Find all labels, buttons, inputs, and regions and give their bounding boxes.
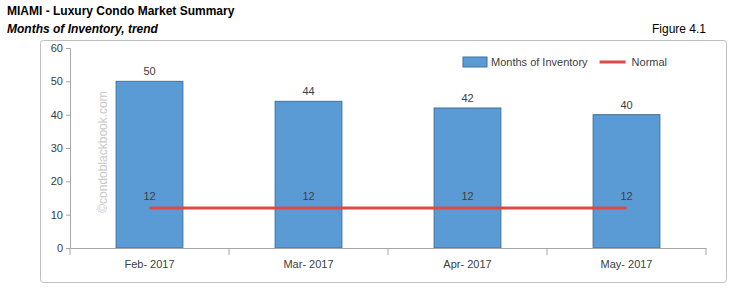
bar	[275, 101, 342, 248]
y-tick: 40	[51, 109, 70, 121]
x-tick-label: Feb- 2017	[124, 258, 174, 270]
y-tick-mark	[66, 81, 70, 82]
bar	[116, 81, 183, 248]
x-tick: Feb- 2017	[124, 258, 174, 270]
chart-frame	[41, 41, 727, 283]
y-tick-label: 20	[51, 175, 63, 187]
line-label: 12	[143, 190, 155, 202]
legend-item: Normal	[600, 56, 667, 68]
bar-label: 44	[302, 85, 314, 97]
y-tick-mark	[66, 115, 70, 116]
chart: MIAMI - Luxury Condo Market Summary Month…	[0, 0, 738, 288]
data-labels: 50 44 42 40 12 12 12 12	[143, 65, 632, 202]
x-tick: May- 2017	[601, 258, 653, 270]
y-tick-mark	[66, 181, 70, 182]
x-tick-label: May- 2017	[601, 258, 653, 270]
y-axis-line	[66, 49, 71, 249]
y-tick-mark	[66, 248, 70, 249]
bar-label: 42	[461, 92, 473, 104]
plot-marks	[116, 81, 660, 248]
y-tick-mark	[66, 148, 70, 149]
y-tick-mark	[66, 48, 70, 49]
category-separator	[706, 248, 707, 255]
x-tick-label: Apr- 2017	[443, 258, 491, 270]
y-tick-label: 40	[51, 109, 63, 121]
legend-item: Months of Inventory	[463, 56, 588, 68]
x-tick: Apr- 2017	[443, 258, 491, 270]
line	[150, 207, 627, 210]
legend-label: Normal	[632, 56, 667, 68]
x-tick: Mar- 2017	[283, 258, 333, 270]
legend-swatch	[463, 57, 487, 67]
legend-label: Months of Inventory	[491, 56, 588, 68]
y-axis: 0 10 20 30 40 50 60	[51, 42, 71, 254]
y-tick: 30	[51, 142, 70, 154]
y-tick-label: 30	[51, 142, 63, 154]
y-tick-label: 50	[51, 75, 63, 87]
watermark: ©condoblackbook.com	[96, 91, 110, 213]
x-tick-label: Mar- 2017	[283, 258, 333, 270]
bar	[593, 115, 660, 248]
title: MIAMI - Luxury Condo Market Summary	[7, 4, 235, 18]
y-tick-label: 10	[51, 209, 63, 221]
x-axis: Feb- 2017 Mar- 2017 Apr- 2017 May- 2017	[70, 248, 707, 270]
bar	[434, 108, 501, 248]
y-tick-label: 60	[51, 42, 63, 54]
y-tick: 10	[51, 209, 70, 221]
figure-label: Figure 4.1	[652, 22, 706, 36]
category-separator	[70, 248, 71, 255]
bar-label: 40	[620, 99, 632, 111]
y-tick: 0	[57, 242, 70, 254]
line-label: 12	[302, 190, 314, 202]
category-separator	[547, 248, 548, 255]
y-tick: 50	[51, 75, 70, 87]
legend-swatch	[600, 61, 626, 64]
legend: Months of Inventory Normal	[463, 56, 667, 68]
category-separator	[388, 248, 389, 255]
y-tick-mark	[66, 215, 70, 216]
line-label: 12	[620, 190, 632, 202]
bar-label: 50	[143, 65, 155, 77]
category-separator	[229, 248, 230, 255]
y-tick: 60	[51, 42, 70, 54]
subtitle: Months of Inventory, trend	[7, 22, 159, 36]
y-tick: 20	[51, 175, 70, 187]
y-tick-label: 0	[57, 242, 63, 254]
line-label: 12	[461, 190, 473, 202]
